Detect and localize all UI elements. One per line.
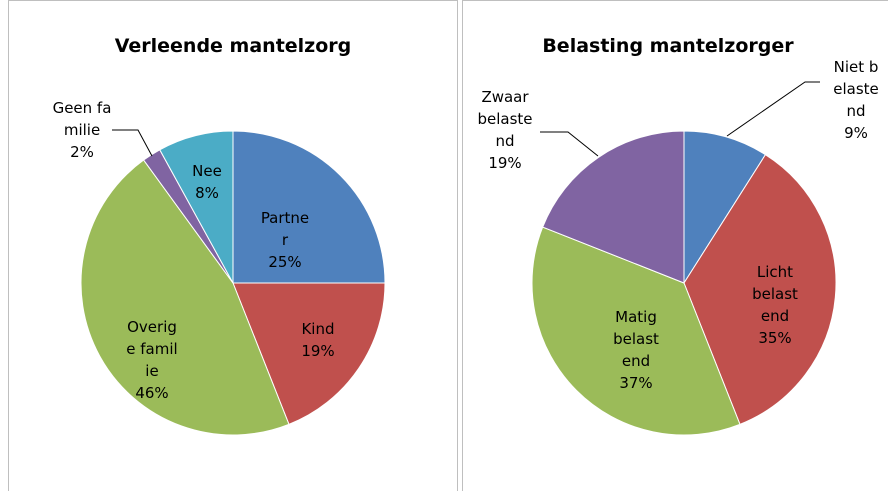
slice-name: Partner	[260, 209, 310, 249]
leader-line	[726, 81, 820, 137]
slice-value: 46%	[135, 384, 169, 402]
chart-title: Verleende mantelzorg	[115, 35, 352, 57]
slice-name: Overige familie	[126, 318, 178, 380]
slice-value: 9%	[844, 124, 868, 142]
slice-value: 35%	[758, 329, 792, 347]
data-label: Kind 19%	[293, 318, 343, 362]
slice-value: 19%	[488, 154, 522, 172]
slice-name: Geen familie	[52, 99, 112, 139]
pie-slice	[232, 282, 386, 425]
slice-name: Nee	[192, 162, 222, 180]
pie-slice	[531, 226, 741, 436]
pie-slice	[80, 159, 290, 436]
leader-line	[540, 131, 599, 157]
data-label: Matig belastend 37%	[609, 306, 663, 394]
data-label: Zwaar belastend 19%	[477, 86, 533, 174]
pie-slice	[683, 130, 767, 285]
pie-slice	[542, 130, 685, 284]
pie-slice	[159, 130, 234, 284]
slice-name: Licht belastend	[752, 263, 798, 325]
pie-slice	[683, 153, 837, 425]
pie-slice	[232, 130, 386, 284]
slice-name: Zwaar belastend	[477, 88, 533, 150]
data-label: Niet belastend 9%	[830, 56, 882, 144]
data-label: Nee 8%	[187, 160, 227, 204]
slice-name: Niet belastend	[833, 58, 879, 120]
chart-title: Belasting mantelzorger	[542, 35, 794, 57]
slice-name: Kind	[301, 320, 335, 338]
slice-value: 8%	[195, 184, 219, 202]
slice-name: Matig belastend	[613, 308, 659, 370]
data-label: Partner 25%	[259, 207, 311, 273]
slice-value: 19%	[301, 342, 335, 360]
leader-line	[112, 129, 153, 157]
slice-value: 25%	[268, 253, 302, 271]
data-label: Geen familie 2%	[47, 97, 117, 163]
slice-value: 37%	[619, 374, 653, 392]
slice-value: 2%	[70, 143, 94, 161]
data-label: Overige familie 46%	[125, 316, 179, 404]
data-label: Licht belastend 35%	[750, 261, 800, 349]
